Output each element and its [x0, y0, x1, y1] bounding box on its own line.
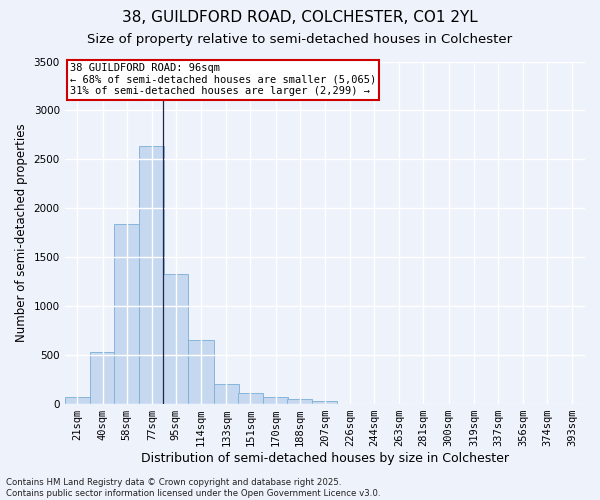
- X-axis label: Distribution of semi-detached houses by size in Colchester: Distribution of semi-detached houses by …: [141, 452, 509, 465]
- Bar: [263, 396, 288, 404]
- Bar: [163, 274, 188, 404]
- Bar: [65, 396, 90, 404]
- Bar: [188, 340, 214, 404]
- Bar: [90, 352, 115, 404]
- Text: 38, GUILDFORD ROAD, COLCHESTER, CO1 2YL: 38, GUILDFORD ROAD, COLCHESTER, CO1 2YL: [122, 10, 478, 25]
- Bar: [114, 224, 139, 404]
- Text: Contains HM Land Registry data © Crown copyright and database right 2025.
Contai: Contains HM Land Registry data © Crown c…: [6, 478, 380, 498]
- Text: 38 GUILDFORD ROAD: 96sqm
← 68% of semi-detached houses are smaller (5,065)
31% o: 38 GUILDFORD ROAD: 96sqm ← 68% of semi-d…: [70, 63, 376, 96]
- Y-axis label: Number of semi-detached properties: Number of semi-detached properties: [15, 124, 28, 342]
- Bar: [214, 384, 239, 404]
- Bar: [312, 401, 337, 404]
- Bar: [287, 399, 312, 404]
- Bar: [238, 394, 263, 404]
- Text: Size of property relative to semi-detached houses in Colchester: Size of property relative to semi-detach…: [88, 32, 512, 46]
- Bar: [139, 146, 164, 404]
